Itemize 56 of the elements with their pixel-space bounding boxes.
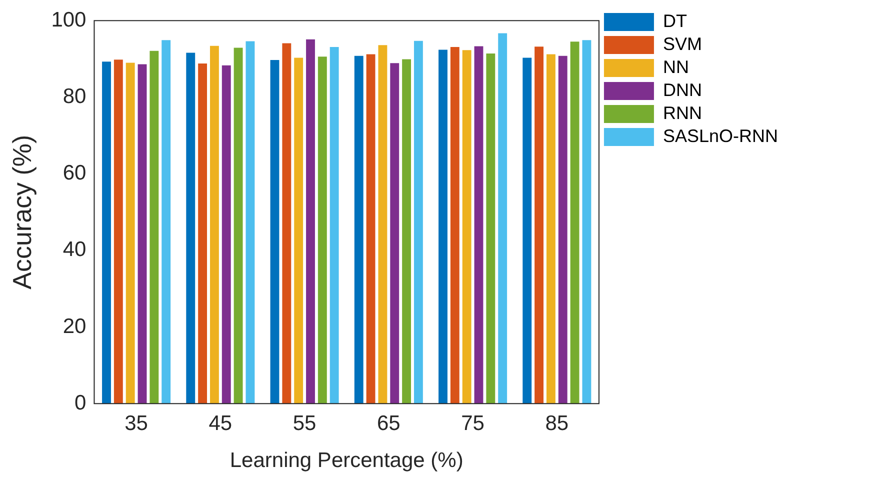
y-tick-label: 0 bbox=[74, 391, 86, 414]
legend-label: DNN bbox=[662, 80, 702, 100]
legend-label: NN bbox=[662, 56, 689, 77]
bar bbox=[162, 40, 171, 404]
x-tick-label: 45 bbox=[208, 412, 232, 435]
bar bbox=[186, 52, 196, 404]
bar bbox=[402, 59, 412, 404]
bar bbox=[486, 54, 496, 404]
bar bbox=[354, 56, 364, 404]
x-axis-title: Learning Percentage (%) bbox=[230, 449, 464, 472]
bar bbox=[522, 58, 532, 404]
bar bbox=[150, 50, 159, 404]
bar bbox=[570, 42, 580, 404]
bar bbox=[114, 60, 123, 404]
x-tick-label: 35 bbox=[124, 412, 148, 435]
legend-label: RNN bbox=[662, 102, 702, 123]
legend-label: SASLnO-RNN bbox=[662, 126, 778, 146]
bar bbox=[234, 48, 243, 404]
bar bbox=[534, 46, 544, 404]
bar bbox=[330, 47, 339, 404]
y-tick-label: 60 bbox=[62, 162, 86, 185]
bar bbox=[282, 43, 292, 404]
bar bbox=[378, 45, 388, 404]
x-tick-label: 85 bbox=[545, 412, 569, 435]
bar bbox=[390, 63, 400, 404]
bar bbox=[306, 39, 315, 404]
bar bbox=[450, 47, 460, 404]
bar bbox=[582, 40, 592, 404]
bar bbox=[294, 58, 304, 404]
y-tick-label: 100 bbox=[51, 8, 86, 32]
bar bbox=[246, 41, 255, 404]
bar bbox=[546, 54, 556, 404]
bar bbox=[126, 62, 135, 404]
bar bbox=[366, 54, 376, 404]
x-tick-label: 75 bbox=[461, 412, 484, 435]
y-tick-label: 80 bbox=[62, 84, 86, 108]
y-axis-title: Accuracy (%) bbox=[6, 134, 37, 290]
x-tick-label: 55 bbox=[292, 412, 316, 435]
bar bbox=[462, 50, 472, 404]
legend-label: SVM bbox=[662, 34, 702, 54]
legend-label: DT bbox=[662, 10, 687, 31]
bar bbox=[474, 46, 484, 404]
bar bbox=[498, 33, 508, 404]
bar bbox=[210, 46, 219, 404]
bar bbox=[438, 50, 448, 404]
y-tick-label: 20 bbox=[62, 314, 86, 338]
bar bbox=[270, 60, 280, 404]
bar bbox=[138, 64, 147, 404]
bar bbox=[102, 62, 111, 404]
x-tick-label: 65 bbox=[376, 412, 400, 435]
bar bbox=[414, 40, 423, 404]
bar bbox=[318, 56, 327, 404]
bar bbox=[558, 56, 568, 404]
bar bbox=[222, 65, 231, 404]
bar bbox=[198, 63, 208, 404]
y-tick-label: 40 bbox=[62, 238, 86, 262]
